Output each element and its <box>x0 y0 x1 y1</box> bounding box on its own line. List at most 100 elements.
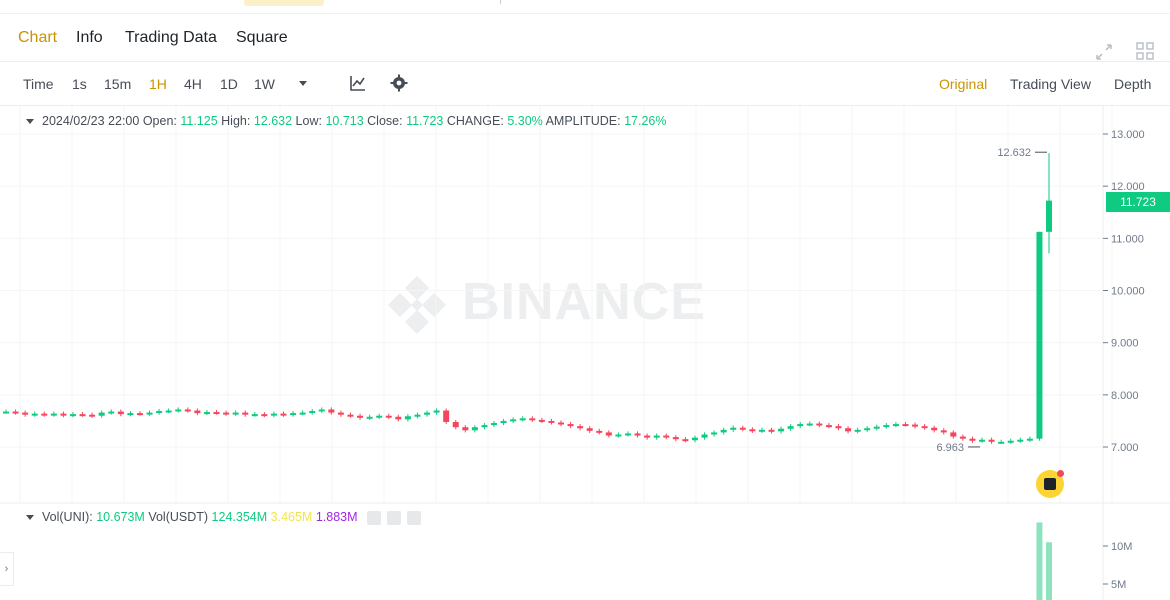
candle <box>682 439 689 442</box>
candle <box>548 420 555 423</box>
candle <box>79 414 86 417</box>
candle <box>835 426 842 429</box>
expand-sidebar-handle[interactable]: › <box>0 552 14 586</box>
view-depth[interactable]: Depth <box>1114 76 1152 92</box>
candle <box>337 412 344 415</box>
candle <box>653 435 660 438</box>
candle <box>223 412 230 415</box>
candle <box>60 413 67 416</box>
vol-usdt-label: Vol(USDT) <box>148 510 209 524</box>
collapse-volume-icon[interactable] <box>26 515 34 521</box>
candle <box>280 413 287 416</box>
candle <box>50 413 57 416</box>
close-label: Close: <box>367 114 403 128</box>
view-trading-view[interactable]: Trading View <box>1010 76 1091 92</box>
candle <box>921 426 928 429</box>
interval-4h[interactable]: 4H <box>184 76 202 92</box>
collapse-legend-icon[interactable] <box>26 119 34 125</box>
chart-toolbar: Time 1s 15m 1H 4H 1D 1W Original Trading… <box>0 62 1170 106</box>
indicators-icon[interactable] <box>348 73 368 93</box>
volume-bar <box>1046 542 1052 600</box>
candle <box>270 413 277 416</box>
candle <box>22 412 29 415</box>
candle <box>213 412 220 415</box>
binance-watermark: BINANCE <box>462 273 706 331</box>
vol-usdt-value: 124.354M <box>211 510 268 524</box>
bot-icon <box>1044 478 1056 490</box>
candle <box>347 414 354 417</box>
candle <box>481 425 488 428</box>
candle <box>1046 200 1052 232</box>
candle <box>787 426 794 429</box>
candle <box>117 411 124 415</box>
candle <box>988 439 995 442</box>
interval-time[interactable]: Time <box>23 76 54 92</box>
candle <box>136 413 143 416</box>
interval-1d[interactable]: 1D <box>220 76 238 92</box>
trading-bot-button[interactable] <box>1036 470 1064 498</box>
candle <box>146 412 153 415</box>
vol-uni-value: 10.673M <box>96 510 145 524</box>
candle <box>883 425 890 428</box>
candle <box>500 420 507 424</box>
close-icon[interactable] <box>407 510 422 525</box>
tab-info[interactable]: Info <box>76 29 103 46</box>
candle <box>510 419 517 422</box>
candle <box>41 413 48 416</box>
layout-grid-icon[interactable] <box>1136 42 1154 60</box>
candle <box>596 430 603 433</box>
open-label: Open: <box>142 114 177 128</box>
high-label: High: <box>221 114 251 128</box>
candle <box>242 412 249 415</box>
candle <box>720 429 727 433</box>
expand-icon[interactable] <box>1095 43 1113 61</box>
settings-icon[interactable] <box>387 510 402 525</box>
high-value: 12.632 <box>253 114 293 128</box>
candle <box>816 423 823 426</box>
price-tick-label: 12.000 <box>1111 181 1145 193</box>
candle <box>357 415 364 418</box>
candle <box>529 418 536 421</box>
candle <box>31 413 38 416</box>
candle <box>471 427 478 431</box>
candle <box>232 412 239 415</box>
candle <box>730 427 737 430</box>
candle <box>156 411 163 414</box>
interval-1s[interactable]: 1s <box>72 76 87 92</box>
amplitude-label: AMPLITUDE: <box>545 114 621 128</box>
candle <box>873 426 880 429</box>
candle <box>376 415 383 418</box>
candle <box>825 425 832 428</box>
tab-square[interactable]: Square <box>236 29 288 46</box>
interval-1w[interactable]: 1W <box>254 76 275 92</box>
visibility-eye-icon[interactable] <box>367 510 382 525</box>
candle <box>797 424 804 427</box>
price-tick-label: 9.000 <box>1111 338 1139 350</box>
vol-ma2-value: 1.883M <box>315 510 358 524</box>
candle <box>462 427 469 431</box>
interval-15m[interactable]: 15m <box>104 76 132 92</box>
current-price-tag: 11.723 <box>1106 192 1170 212</box>
candle <box>443 410 450 422</box>
settings-gear-icon[interactable] <box>389 73 409 93</box>
low-value: 10.713 <box>325 114 364 128</box>
candle <box>1036 231 1043 439</box>
candle <box>624 433 631 436</box>
candle <box>328 409 335 413</box>
candle <box>424 412 431 415</box>
candle <box>854 429 861 432</box>
candle <box>634 433 641 436</box>
candle-date: 2024/02/23 22:00 <box>42 114 140 128</box>
candle <box>127 413 134 416</box>
top-strip <box>0 0 1170 14</box>
candle <box>605 432 612 436</box>
interval-dropdown-icon[interactable] <box>293 73 313 93</box>
tab-chart[interactable]: Chart <box>18 29 58 46</box>
candle <box>845 428 852 432</box>
candle <box>175 409 182 412</box>
interval-1h[interactable]: 1H <box>149 76 167 92</box>
candle <box>452 421 459 428</box>
candlestick-chart[interactable]: 12.632 6.963 13.000 12.000 11.000 10.000 9.000… <box>0 106 1170 600</box>
view-original[interactable]: Original <box>939 76 988 92</box>
tab-trading-data[interactable]: Trading Data <box>125 29 217 46</box>
